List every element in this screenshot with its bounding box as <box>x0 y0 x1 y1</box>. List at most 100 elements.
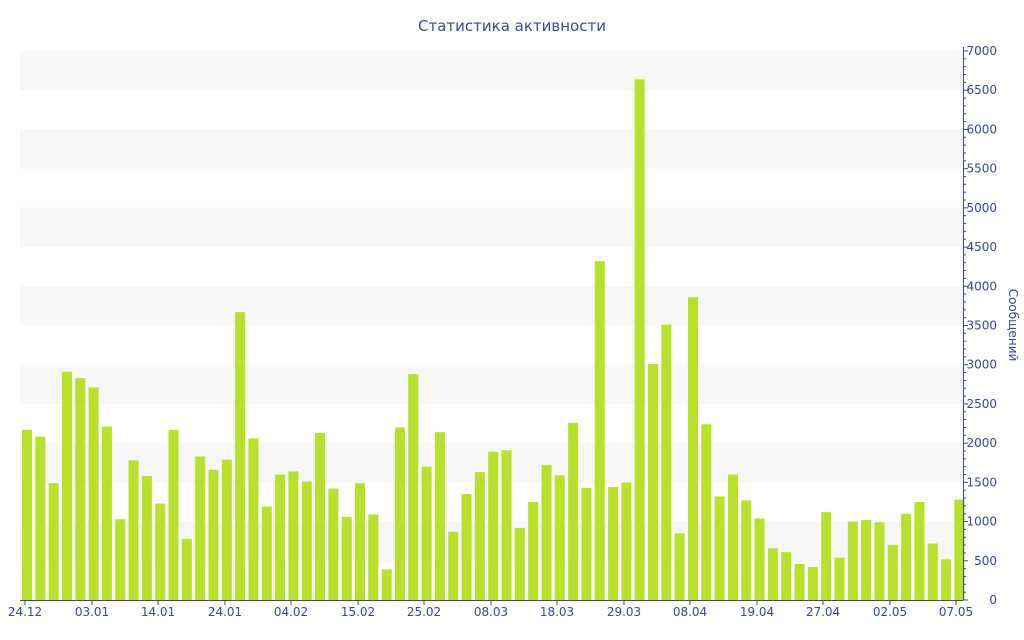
bar <box>688 297 698 600</box>
bar <box>195 456 206 600</box>
bar <box>61 371 72 600</box>
y-tick-label: 2500 <box>966 397 997 411</box>
y-tick-label: 6000 <box>966 122 997 136</box>
bar <box>88 387 99 600</box>
bar <box>275 474 286 600</box>
x-tick-label: 15.02 <box>341 605 375 619</box>
bar <box>714 496 725 600</box>
bar <box>821 512 832 600</box>
bar <box>634 79 645 601</box>
x-tick-label: 08.03 <box>474 605 508 619</box>
grid-bands <box>20 51 963 561</box>
bar <box>954 499 965 600</box>
bar <box>914 501 925 600</box>
x-tick-label: 08.04 <box>673 605 707 619</box>
bar <box>248 438 259 600</box>
y-tick-label: 1500 <box>966 475 997 489</box>
x-axis: 24.12 03.01 14.01 24.01 04.02 15.02 25.02 08.03… <box>8 600 973 619</box>
x-tick-label: 14.01 <box>141 605 175 619</box>
bar <box>874 522 885 600</box>
bar <box>22 429 32 600</box>
grid-band <box>20 207 963 248</box>
bar <box>554 475 565 600</box>
x-tick-label: 03.01 <box>75 605 109 619</box>
bar <box>261 506 272 600</box>
bar <box>48 483 59 600</box>
y-tick-label: 5500 <box>966 162 997 176</box>
bar <box>434 432 445 600</box>
bar <box>528 501 539 600</box>
x-tick-label: 24.01 <box>208 605 242 619</box>
y-tick-label: 0 <box>989 593 997 607</box>
bar <box>741 500 752 600</box>
bar <box>674 533 685 600</box>
bar <box>461 494 472 600</box>
chart-title: Статистика активности <box>418 17 606 35</box>
y-tick-label: 3000 <box>966 358 997 372</box>
bar <box>408 374 419 600</box>
y-tick-label: 2000 <box>966 436 997 450</box>
bars-group <box>22 79 965 601</box>
bar <box>381 569 392 600</box>
bar <box>421 466 432 600</box>
grid-band <box>20 364 963 404</box>
bar <box>887 545 898 600</box>
bar <box>648 363 659 600</box>
bar <box>861 520 872 600</box>
grid-band <box>20 129 963 169</box>
y-tick-label: 3500 <box>966 319 997 333</box>
x-tick-label: 07.05 <box>939 605 973 619</box>
bar <box>794 563 805 600</box>
bar <box>594 261 605 600</box>
x-tick-label: 27.04 <box>806 605 840 619</box>
x-tick-label: 04.02 <box>274 605 308 619</box>
bar <box>101 426 112 600</box>
bar <box>767 548 778 600</box>
y-tick-label: 1000 <box>966 515 997 529</box>
bar <box>581 487 592 600</box>
bar <box>328 488 339 600</box>
bar <box>368 514 379 600</box>
bar <box>115 519 126 600</box>
y-tick-label: 4500 <box>966 240 997 254</box>
bar <box>621 482 632 600</box>
bar <box>474 472 485 600</box>
bar <box>35 436 46 600</box>
y-tick-label: 500 <box>974 554 997 568</box>
bar <box>301 481 312 600</box>
y-tick-label: 6500 <box>966 83 997 97</box>
x-tick-label: 29.03 <box>607 605 641 619</box>
bar <box>181 538 192 600</box>
bar <box>394 427 405 600</box>
bar <box>128 460 139 600</box>
bar <box>661 324 672 600</box>
bar <box>488 451 499 600</box>
bar <box>235 312 246 600</box>
bar <box>315 432 326 600</box>
bar <box>754 518 765 600</box>
y-axis-label: Сообщений <box>1006 289 1020 362</box>
bar <box>701 424 712 600</box>
x-tick-label: 19.04 <box>740 605 774 619</box>
x-tick-label: 24.12 <box>8 605 42 619</box>
bar <box>727 474 738 600</box>
bar <box>514 527 525 600</box>
bar <box>781 552 792 600</box>
bar <box>141 476 152 600</box>
bar <box>341 516 352 600</box>
bar <box>608 487 619 600</box>
bar <box>355 483 365 600</box>
bar <box>834 557 845 600</box>
y-tick-label: 7000 <box>966 44 997 58</box>
grid-band <box>20 51 963 91</box>
bar <box>568 422 579 600</box>
y-tick-label: 4000 <box>966 279 997 293</box>
bar <box>501 450 512 600</box>
x-tick-label: 18.03 <box>540 605 574 619</box>
bar <box>168 429 179 600</box>
bar <box>288 471 299 600</box>
bar <box>927 543 938 600</box>
bar <box>941 559 952 600</box>
bar <box>75 378 86 600</box>
